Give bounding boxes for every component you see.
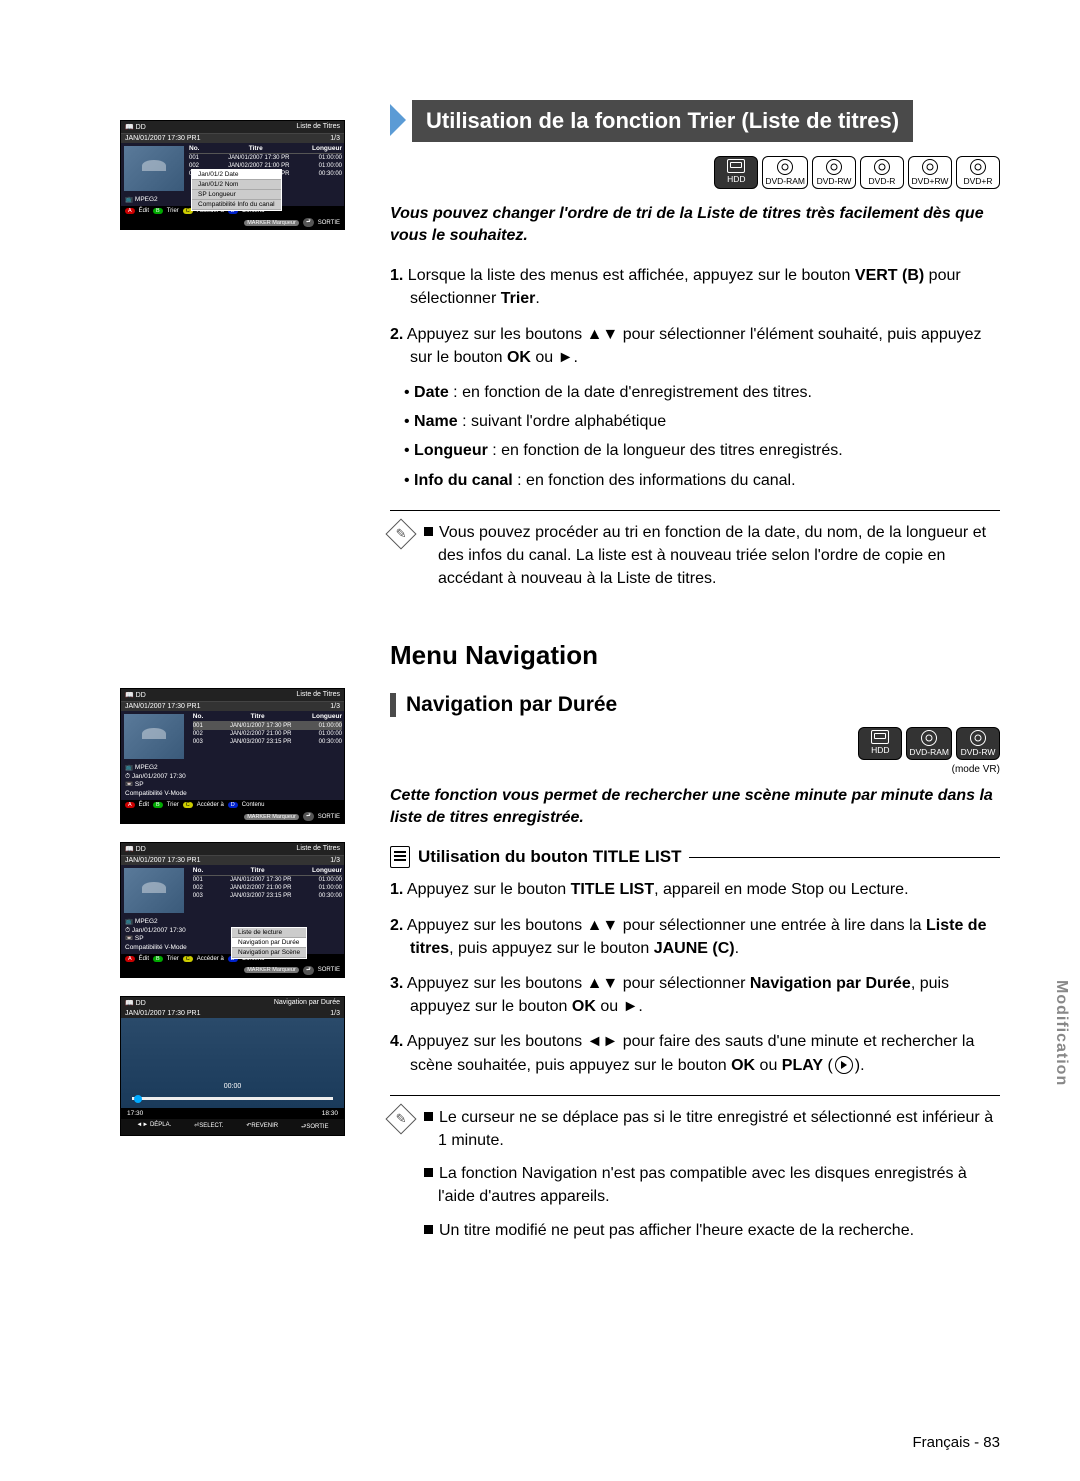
main-text-column: Utilisation de la fonction Trier (Liste …: [370, 0, 1080, 1481]
screenshot-goto-menu: 📖 DDListe de Titres JAN/01/2007 17:30 PR…: [120, 842, 345, 978]
disc-icon: [970, 159, 986, 175]
hdd-icon: [871, 730, 889, 744]
goto-popup-menu: Liste de lecture Navigation par Durée Na…: [231, 927, 307, 959]
note-block-2: ✎ Le curseur ne se déplace pas si le tit…: [390, 1106, 1000, 1252]
section-title: Utilisation de la fonction Trier (Liste …: [412, 100, 913, 142]
disc-icon: [921, 730, 937, 746]
page-number: Français - 83: [0, 1434, 1000, 1451]
instruction-subhead: Utilisation du bouton TITLE LIST: [390, 846, 1000, 868]
left-screenshot-column: 📖 DDListe de Titres JAN/01/2007 17:30 PR…: [0, 0, 370, 1481]
hdd-icon: [727, 159, 745, 173]
disc-icon: [777, 159, 793, 175]
section-intro: Vous pouvez changer l'ordre de tri de la…: [390, 203, 1000, 246]
note-block: ✎ Vous pouvez procéder au tri en fonctio…: [390, 521, 1000, 601]
bullet-channel-info: • Info du canal : en fonction des inform…: [418, 469, 1000, 492]
play-icon: [835, 1056, 853, 1074]
screenshot-title-list-plain: 📖 DDListe de Titres JAN/01/2007 17:30 PR…: [120, 688, 345, 824]
step-2: 2. Appuyez sur les boutons ▲▼ pour sélec…: [390, 323, 1000, 369]
separator: [390, 510, 1000, 511]
s2-step-3: 3. Appuyez sur les boutons ▲▼ pour sélec…: [390, 972, 1000, 1018]
mode-note: (mode VR): [390, 764, 1000, 775]
bullet-name: • Name : suivant l'ordre alphabétique: [418, 410, 1000, 433]
section2-intro: Cette fonction vous permet de rechercher…: [390, 785, 1000, 828]
note-icon: ✎: [385, 518, 416, 549]
sort-popup-menu: Jan/01/2 Date Jan/01/2 Nom SP Longueur C…: [191, 169, 282, 211]
separator: [390, 1095, 1000, 1096]
note-icon: ✎: [385, 1103, 416, 1134]
section-arrow-icon: [390, 104, 406, 136]
disc-icon: [970, 730, 986, 746]
menu-navigation-heading: Menu Navigation: [390, 640, 1000, 671]
s2-step-1: 1. Appuyez sur le bouton TITLE LIST, app…: [390, 878, 1000, 901]
screenshot-time-navigation: 📖 DDNavigation par Durée JAN/01/2007 17:…: [120, 996, 345, 1136]
remote-icon: [390, 846, 410, 868]
subsection-heading: Navigation par Durée: [390, 693, 1000, 717]
s2-step-2: 2. Appuyez sur les boutons ▲▼ pour sélec…: [390, 914, 1000, 960]
side-tab: Modification: [1052, 980, 1070, 1086]
compatible-discs-row: HDD DVD-RAM DVD-RW DVD-R DVD+RW DVD+R: [390, 156, 1000, 189]
disc-icon: [874, 159, 890, 175]
bullet-date: • Date : en fonction de la date d'enregi…: [418, 381, 1000, 404]
disc-icon: [826, 159, 842, 175]
bullet-length: • Longueur : en fonction de la longueur …: [418, 439, 1000, 462]
step-1: 1. Lorsque la liste des menus est affich…: [390, 264, 1000, 310]
screenshot-trier-menu: 📖 DDListe de Titres JAN/01/2007 17:30 PR…: [120, 120, 345, 230]
disc-icon: [922, 159, 938, 175]
compatible-discs-row-2: HDD DVD-RAM DVD-RW: [390, 727, 1000, 760]
s2-step-4: 4. Appuyez sur les boutons ◄► pour faire…: [390, 1030, 1000, 1076]
